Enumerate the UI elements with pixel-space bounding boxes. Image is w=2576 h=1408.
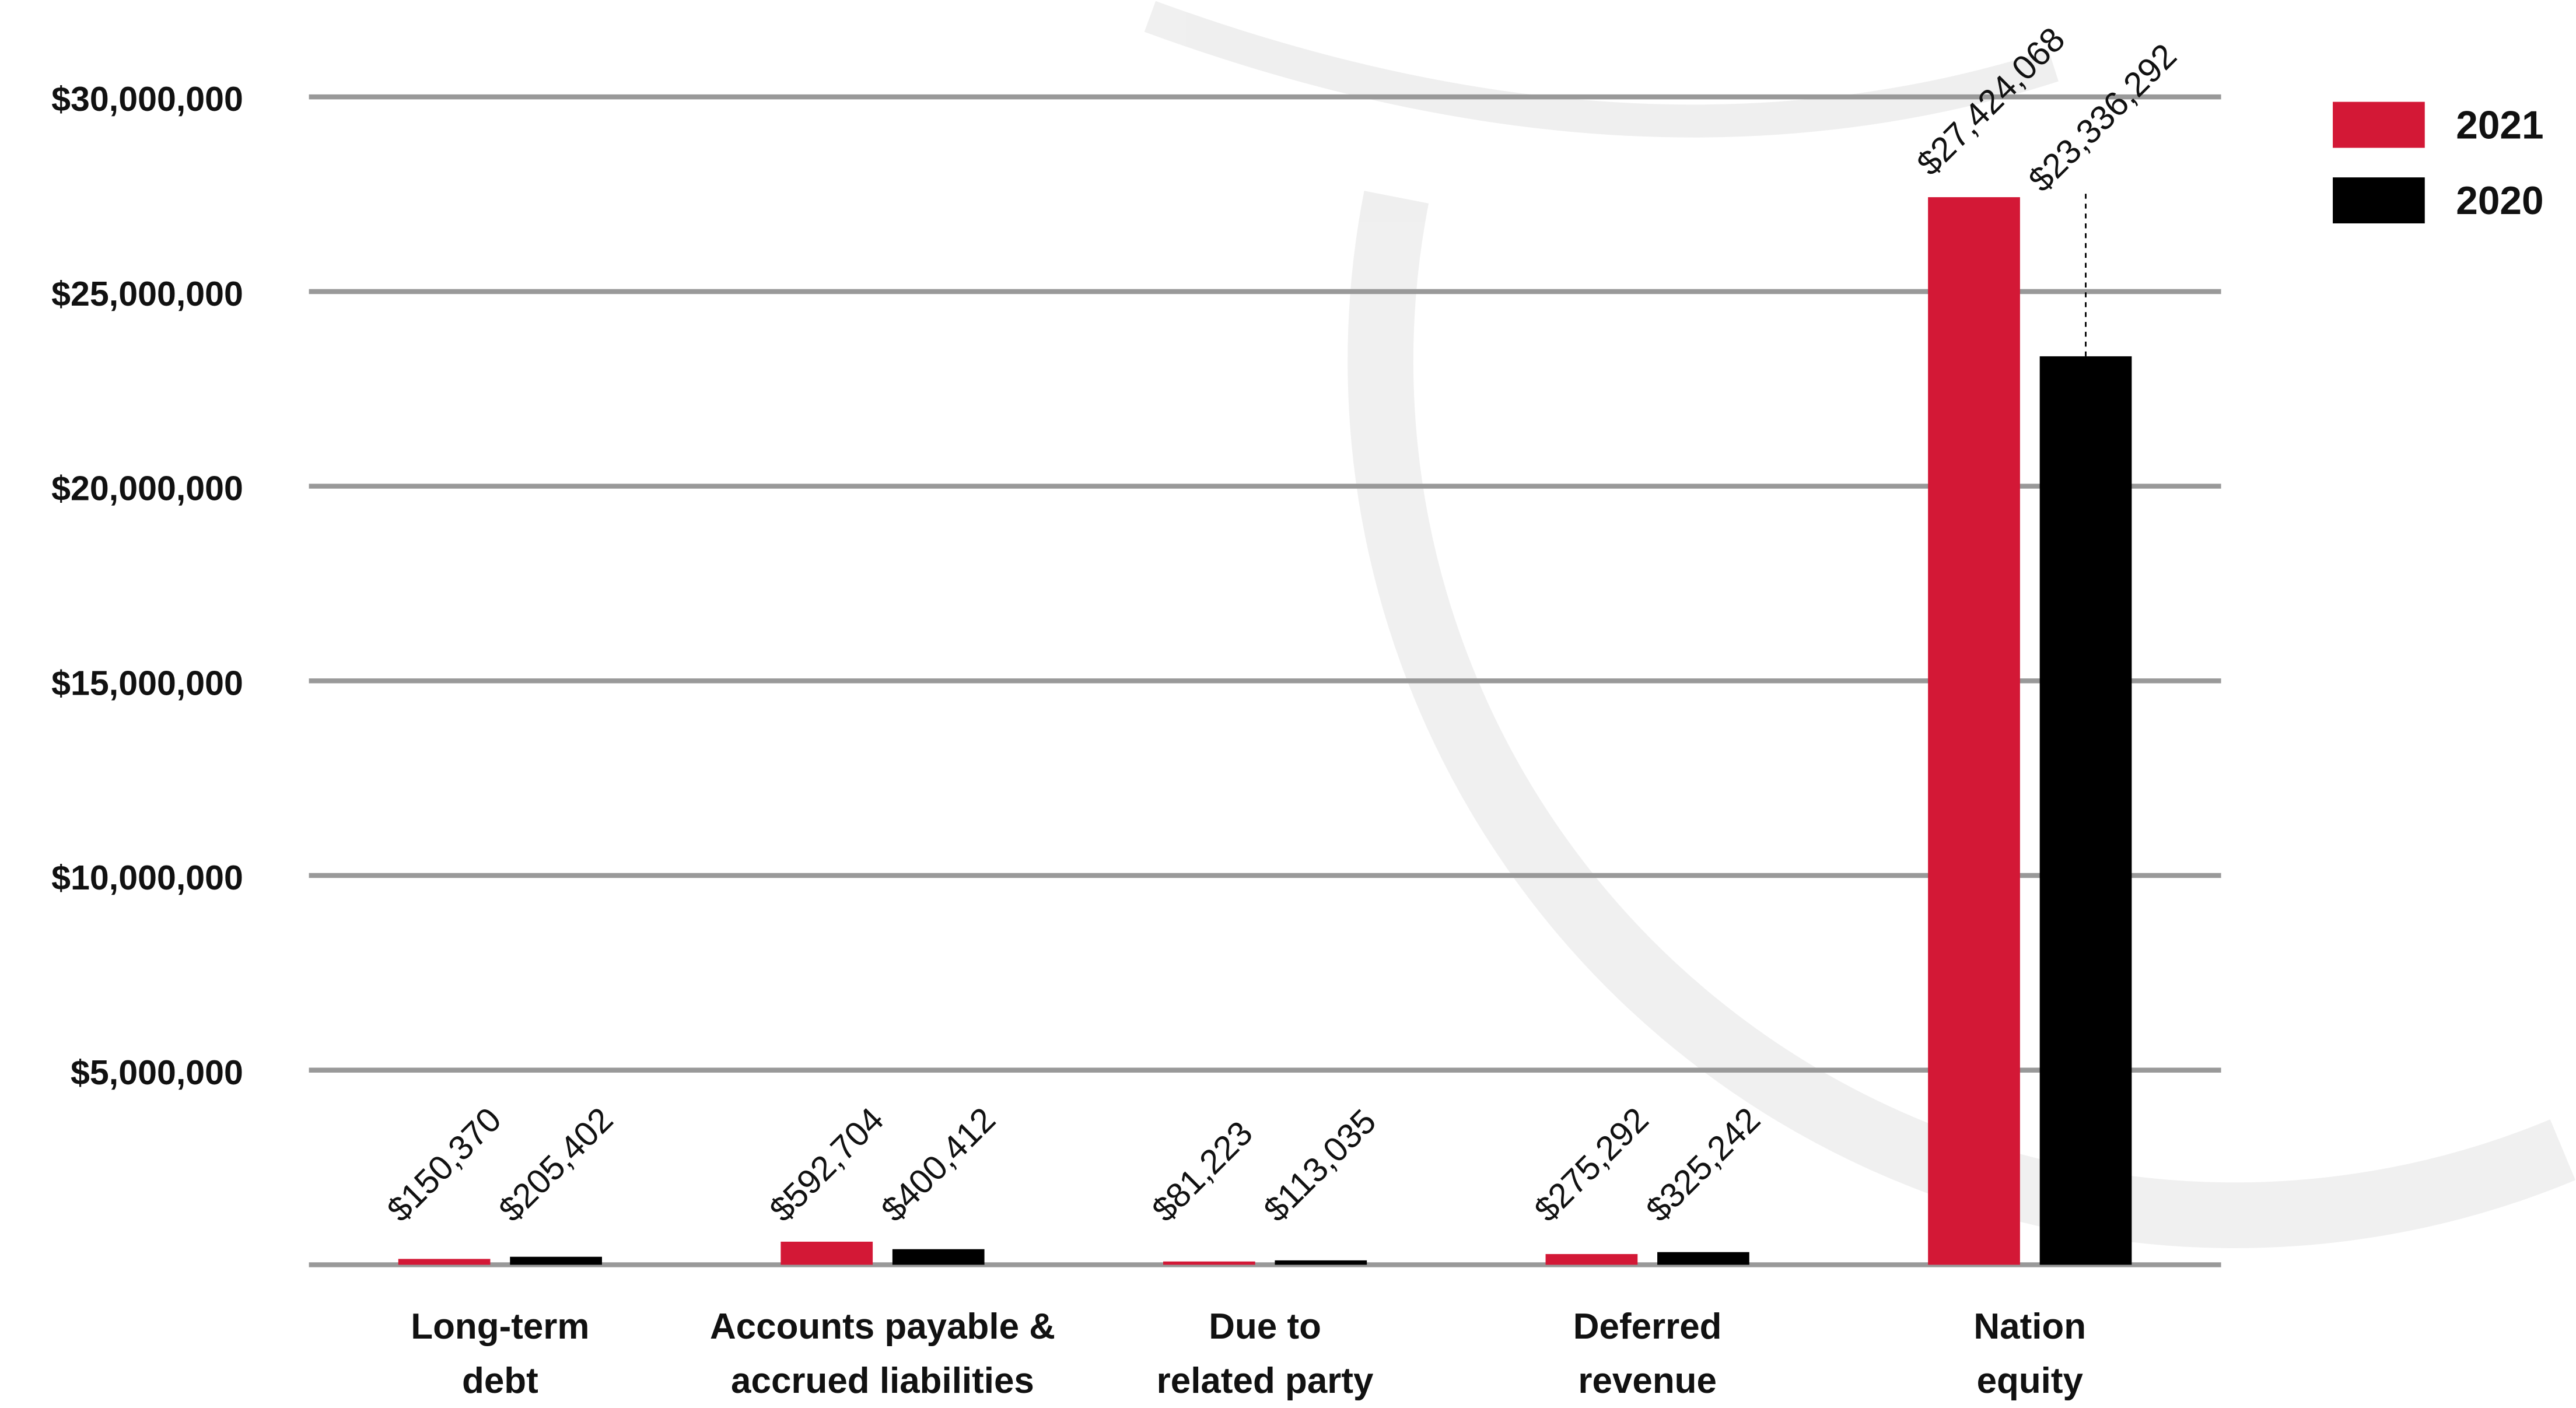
y-tick-label: $30,000,000 — [51, 79, 243, 118]
value-label: $113,035 — [1256, 1102, 1384, 1230]
bar — [892, 1249, 985, 1265]
x-tick-label: Accounts payable & — [710, 1307, 1055, 1347]
x-tick-label: revenue — [1578, 1361, 1717, 1401]
value-label: $400,412 — [873, 1099, 1003, 1229]
y-tick-label: $5,000,000 — [71, 1053, 243, 1092]
bar — [1928, 197, 2020, 1265]
value-label: $81,223 — [1144, 1113, 1260, 1230]
legend-label: 2021 — [2456, 104, 2543, 148]
legend-label: 2020 — [2456, 179, 2543, 223]
legend-swatch — [2333, 177, 2425, 223]
bar — [1275, 1260, 1367, 1265]
x-tick-label: Due to — [1209, 1307, 1321, 1347]
x-tick-label: Nation — [1973, 1307, 2086, 1347]
bar — [1163, 1261, 1255, 1265]
bar — [2039, 356, 2132, 1265]
y-tick-label: $20,000,000 — [51, 469, 243, 508]
x-tick-label: equity — [1977, 1361, 2084, 1401]
bar — [1657, 1252, 1749, 1265]
x-tick-label: accrued liabilities — [731, 1361, 1034, 1401]
y-tick-label: $10,000,000 — [51, 858, 243, 897]
bar — [398, 1259, 491, 1265]
value-label: $150,370 — [379, 1099, 509, 1229]
value-label: $325,242 — [1639, 1099, 1768, 1229]
x-tick-label: debt — [462, 1361, 538, 1401]
value-label: $205,402 — [491, 1099, 621, 1229]
x-tick-label: Long-term — [411, 1307, 589, 1347]
x-tick-label: related party — [1157, 1361, 1374, 1401]
legend-swatch — [2333, 101, 2425, 148]
value-label: $275,292 — [1527, 1099, 1656, 1229]
bar — [780, 1241, 873, 1265]
y-tick-label: $15,000,000 — [51, 663, 243, 702]
value-label: $592,704 — [762, 1099, 891, 1229]
bar — [510, 1256, 602, 1265]
bar — [1545, 1254, 1638, 1265]
y-tick-label: $25,000,000 — [51, 274, 243, 313]
x-tick-label: Deferred — [1573, 1307, 1722, 1347]
